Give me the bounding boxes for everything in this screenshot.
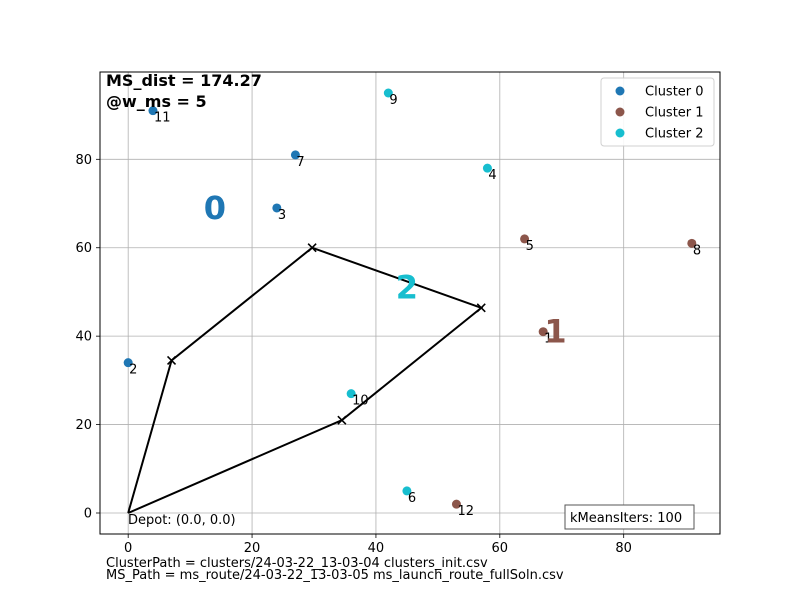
route-layer xyxy=(127,243,486,514)
y-tick-label: 60 xyxy=(75,241,92,256)
plot-frame xyxy=(99,71,721,535)
ms-path-caption: MS_Path = ms_route/24-03-22_13-03-05 ms_… xyxy=(106,568,564,583)
legend-label: Cluster 0 xyxy=(645,85,704,100)
grid-lines xyxy=(100,72,720,534)
point-label: 3 xyxy=(278,208,286,223)
x-tick-label: 40 xyxy=(368,541,385,556)
data-point xyxy=(482,163,492,173)
data-point xyxy=(290,150,300,160)
x-tick-label: 20 xyxy=(244,541,261,556)
data-point xyxy=(123,358,133,368)
centroid-label: 2 xyxy=(396,269,418,307)
point-label: 10 xyxy=(352,394,369,409)
centroid-label: 0 xyxy=(204,189,226,227)
legend-label: Cluster 2 xyxy=(645,127,704,142)
route-line xyxy=(127,246,484,514)
data-point xyxy=(346,389,356,399)
point-label: 9 xyxy=(389,93,397,108)
point-label: 6 xyxy=(408,491,416,506)
legend-label: Cluster 1 xyxy=(645,106,704,121)
kmeans-box xyxy=(564,504,695,530)
data-point xyxy=(148,106,158,116)
point-label: 5 xyxy=(526,239,534,254)
legend-marker xyxy=(615,86,625,96)
point-label: 7 xyxy=(296,155,304,170)
depot-annotation: Depot: (0.0, 0.0) xyxy=(128,513,236,528)
y-tick-label: 80 xyxy=(75,153,92,168)
kmeans-annotation: kMeansIters: 100 xyxy=(570,511,682,526)
data-point xyxy=(272,203,282,213)
route-waypoint-marker xyxy=(337,415,347,425)
ms-dist-annotation: MS_dist = 174.27 xyxy=(106,71,262,90)
route-waypoint-marker xyxy=(307,243,317,253)
y-tick-label: 20 xyxy=(75,418,92,433)
point-label: 11 xyxy=(154,111,171,126)
point-label: 8 xyxy=(693,243,701,258)
y-tick-label: 40 xyxy=(75,330,92,345)
point-label: 12 xyxy=(457,504,474,519)
x-tick-label: 60 xyxy=(492,541,509,556)
route-waypoint-marker xyxy=(166,355,177,366)
x-tick-label: 80 xyxy=(615,541,632,556)
route-waypoint-marker xyxy=(476,303,486,313)
data-point xyxy=(520,234,530,244)
cluster-path-caption: ClusterPath = clusters/24-03-22_13-03-04… xyxy=(106,556,488,571)
centroid-label: 1 xyxy=(544,313,566,351)
w-ms-annotation: @w_ms = 5 xyxy=(106,92,207,111)
points-layer xyxy=(123,88,697,509)
data-point xyxy=(538,327,548,337)
x-tick-label: 0 xyxy=(124,541,132,556)
legend: Cluster 0 Cluster 1 Cluster 2 xyxy=(600,77,715,147)
data-point xyxy=(451,499,461,509)
legend-marker xyxy=(615,107,625,117)
data-point xyxy=(687,238,697,248)
point-label: 1 xyxy=(544,332,552,347)
point-label: 2 xyxy=(129,363,137,378)
legend-marker xyxy=(615,128,625,138)
y-tick-label: 0 xyxy=(84,507,92,522)
legend-box xyxy=(600,77,715,147)
point-label: 4 xyxy=(488,168,496,183)
centroid-layer: 0 1 2 xyxy=(204,189,567,351)
annotations-layer: MS_dist = 174.27 @w_ms = 5 Depot: (0.0, 0.… xyxy=(106,71,695,530)
data-point xyxy=(402,486,412,496)
data-point xyxy=(383,88,393,98)
